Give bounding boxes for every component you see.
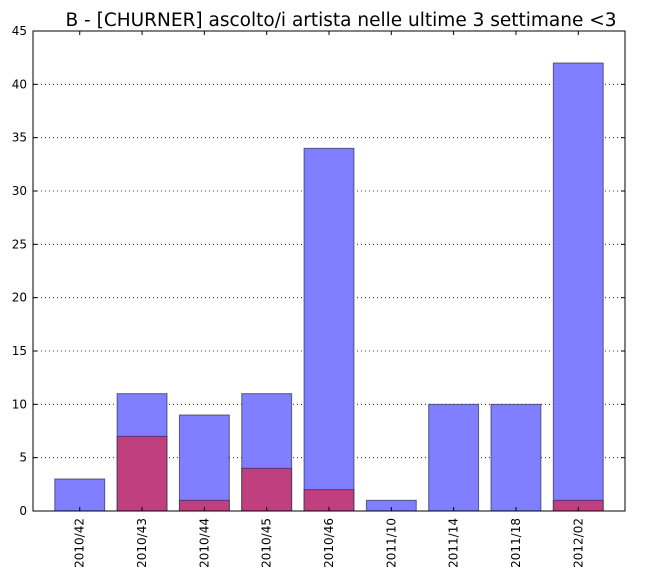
y-tick-label: 35 bbox=[12, 131, 27, 145]
bar-series-1 bbox=[552, 62, 604, 512]
y-tick-label: 5 bbox=[19, 451, 27, 465]
bar-series-1 bbox=[490, 403, 542, 512]
x-tick-label: 2011/14 bbox=[447, 518, 461, 568]
y-tick-label: 20 bbox=[12, 291, 27, 305]
y-tick-label: 45 bbox=[12, 24, 27, 38]
x-tick-label: 2011/10 bbox=[384, 518, 398, 568]
x-axis-tick-labels: 2010/42 2010/43 2010/44 2010/45 2010/46 2011/… bbox=[73, 518, 586, 568]
x-tick-label: 2010/46 bbox=[322, 518, 336, 568]
bar-series-1 bbox=[303, 147, 355, 512]
bar-series-1 bbox=[54, 478, 106, 512]
y-tick-label: 30 bbox=[12, 184, 27, 198]
bar-series-1 bbox=[178, 414, 230, 512]
x-tick-label: 2012/02 bbox=[571, 518, 585, 568]
x-tick-label: 2010/45 bbox=[260, 518, 274, 568]
bar-series-1 bbox=[428, 403, 480, 512]
y-axis-tick-labels: 0 5 10 15 20 25 30 35 40 45 bbox=[12, 24, 27, 518]
y-tick-label: 15 bbox=[12, 344, 27, 358]
y-tick-label: 25 bbox=[12, 237, 27, 251]
bars bbox=[54, 62, 604, 512]
bar-series-2 bbox=[116, 435, 168, 512]
bar-series-2 bbox=[241, 467, 293, 512]
x-tick-label: 2010/44 bbox=[197, 518, 211, 568]
x-tick-label: 2010/42 bbox=[73, 518, 87, 568]
x-tick-label: 2011/18 bbox=[509, 518, 523, 568]
y-tick-label: 10 bbox=[12, 397, 27, 411]
chart-title: B - [CHURNER] ascolto/i artista nelle ul… bbox=[65, 10, 616, 31]
y-tick-label: 40 bbox=[12, 77, 27, 91]
x-tick-label: 2010/43 bbox=[135, 518, 149, 568]
plot-frame bbox=[32, 30, 626, 512]
y-tick-label: 0 bbox=[19, 504, 27, 518]
